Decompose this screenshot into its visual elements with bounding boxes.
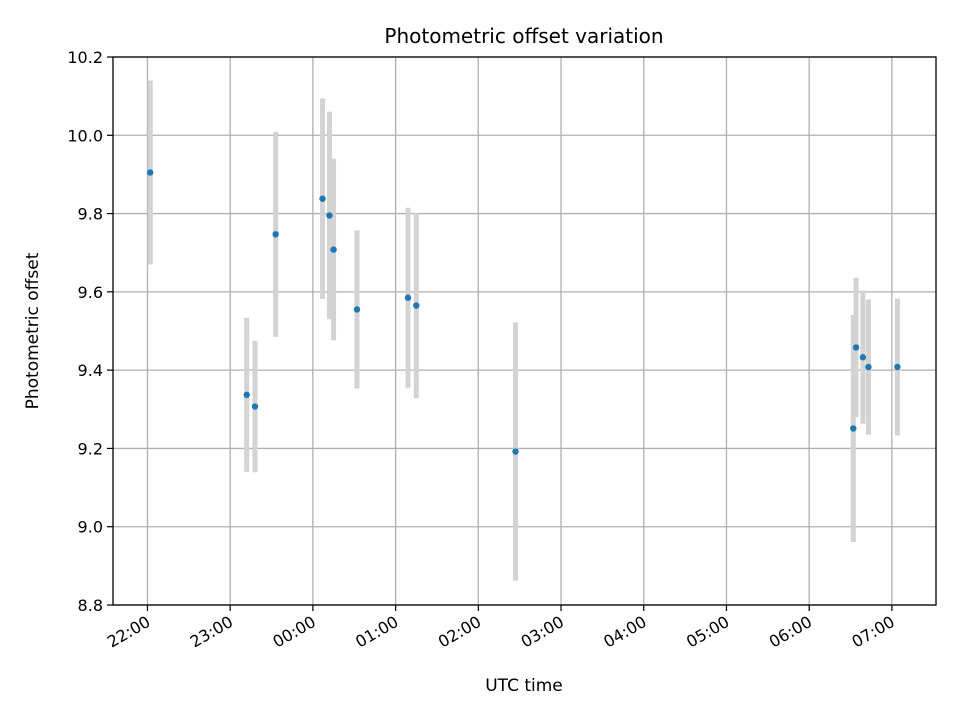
data-point bbox=[330, 246, 337, 253]
data-point bbox=[404, 294, 412, 301]
y-tick-label: 9.6 bbox=[78, 283, 103, 302]
data-point bbox=[243, 391, 250, 399]
data-point bbox=[272, 231, 279, 238]
data-point bbox=[852, 344, 860, 351]
data-point bbox=[413, 302, 420, 309]
data-point bbox=[894, 363, 901, 371]
data-point bbox=[147, 169, 154, 176]
y-tick-label: 10.2 bbox=[67, 48, 103, 67]
data-point bbox=[319, 195, 326, 202]
y-tick-label: 9.2 bbox=[78, 439, 103, 458]
y-axis-ticks: 8.8 9.0 9.2 9.4 9.6 9.8 10.0 10.2 bbox=[67, 48, 113, 615]
y-tick-label: 9.0 bbox=[78, 518, 103, 537]
y-tick-label: 10.0 bbox=[67, 126, 103, 145]
data-point bbox=[865, 363, 872, 371]
data-points bbox=[147, 169, 901, 455]
data-point bbox=[850, 425, 857, 432]
data-point bbox=[326, 212, 333, 219]
y-tick-label: 9.4 bbox=[78, 361, 103, 380]
chart-title: Photometric offset variation bbox=[384, 24, 663, 48]
y-axis-label: Photometric offset bbox=[23, 252, 43, 409]
data-point bbox=[512, 448, 519, 455]
plot-frame bbox=[112, 56, 937, 606]
x-axis-label: UTC time bbox=[485, 676, 563, 696]
data-point bbox=[859, 354, 867, 361]
y-tick-label: 9.8 bbox=[78, 205, 103, 224]
data-point bbox=[353, 306, 361, 313]
data-point bbox=[251, 403, 259, 410]
y-tick-label: 8.8 bbox=[78, 596, 103, 615]
